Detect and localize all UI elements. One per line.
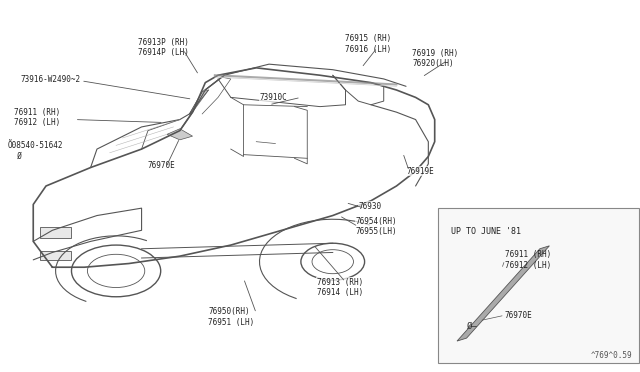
Text: 76913 (RH)
76914 (LH): 76913 (RH) 76914 (LH) <box>317 278 363 297</box>
FancyBboxPatch shape <box>438 208 639 363</box>
Bar <box>40 251 72 260</box>
Text: 76919E: 76919E <box>406 167 434 176</box>
Text: UP TO JUNE '81: UP TO JUNE '81 <box>451 227 520 235</box>
Text: 76970E: 76970E <box>505 311 532 320</box>
Text: Ø—: Ø— <box>467 322 477 331</box>
Text: 76915 (RH)
76916 (LH): 76915 (RH) 76916 (LH) <box>346 34 392 54</box>
Text: 76919 (RH)
76920(LH): 76919 (RH) 76920(LH) <box>412 49 459 68</box>
Polygon shape <box>167 129 193 140</box>
Text: 76950(RH)
76951 (LH): 76950(RH) 76951 (LH) <box>209 307 255 327</box>
Text: 76970E: 76970E <box>148 161 176 170</box>
Text: 76913P (RH)
76914P (LH): 76913P (RH) 76914P (LH) <box>138 38 189 57</box>
Bar <box>40 227 72 238</box>
Text: 73910C: 73910C <box>259 93 287 102</box>
Text: 76911 (RH)
76912 (LH): 76911 (RH) 76912 (LH) <box>14 108 60 127</box>
Text: 76911 (RH)
76912 (LH): 76911 (RH) 76912 (LH) <box>505 250 551 270</box>
Polygon shape <box>457 246 549 341</box>
Text: Õ08540-51642
  Ø: Õ08540-51642 Ø <box>8 141 63 161</box>
Text: 76930: 76930 <box>358 202 381 211</box>
Polygon shape <box>189 90 209 114</box>
Text: 76954(RH)
76955(LH): 76954(RH) 76955(LH) <box>355 217 397 236</box>
Text: ^769^0.59: ^769^0.59 <box>591 350 632 359</box>
Text: 73916-W2490~2: 73916-W2490~2 <box>20 75 81 84</box>
